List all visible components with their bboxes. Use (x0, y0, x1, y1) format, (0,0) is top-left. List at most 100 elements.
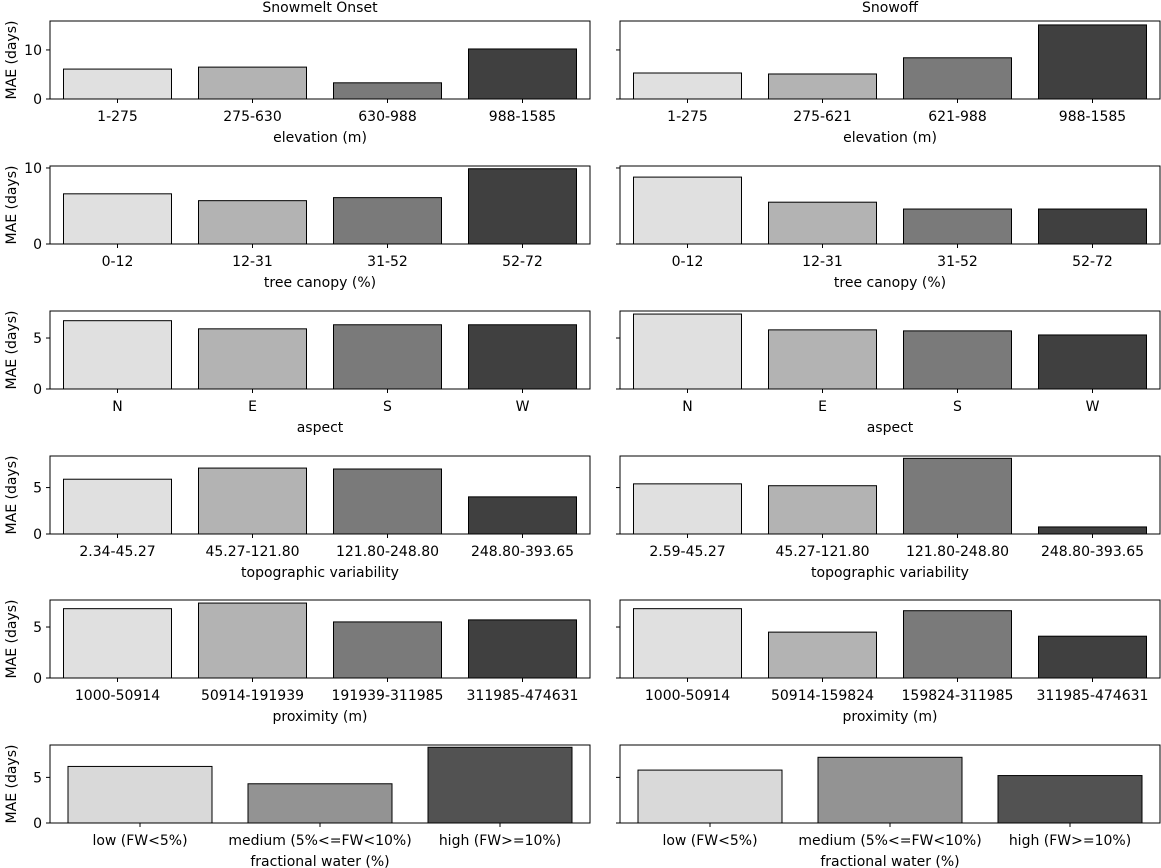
y-tick-label: 10 (24, 161, 42, 177)
y-tick-label: 5 (33, 620, 42, 636)
bar (903, 457, 1012, 535)
x-tick-label: 311985-474631 (467, 688, 579, 704)
y-axis-label: MAE (days) (4, 21, 20, 100)
x-tick-label: 50914-159824 (771, 688, 874, 704)
x-tick-label: W (516, 399, 530, 415)
y-axis-label: MAE (days) (4, 456, 20, 535)
x-axis-label: topographic variability (811, 565, 969, 581)
bar (333, 468, 442, 535)
subplot-9: 1000-50914 50914-191939 191939-311985 31198… (4, 599, 591, 725)
bar (633, 608, 742, 679)
bar (63, 608, 172, 679)
axes-frame (619, 20, 1161, 100)
x-tick-label: 159824-311985 (902, 688, 1014, 704)
subplot-10: 1000-50914 50914-159824 159824-311985 31198… (616, 599, 1161, 725)
x-tick-label: 0-12 (672, 254, 704, 270)
x-tick-label: 121.80-248.80 (906, 544, 1009, 560)
x-axis-label: topographic variability (241, 565, 399, 581)
bar (817, 756, 963, 824)
subplot-7: 2.34-45.27 45.27-121.80 121.80-248.80 248.8… (4, 455, 591, 581)
y-axis-label: MAE (days) (4, 745, 20, 824)
bar (1038, 635, 1147, 679)
bar (903, 330, 1012, 390)
y-tick-label: 0 (33, 382, 42, 398)
x-tick-label: S (953, 399, 962, 415)
y-axis-label: MAE (days) (4, 311, 20, 390)
bar (768, 631, 877, 679)
bar (768, 73, 877, 100)
y-tick-label: 0 (33, 237, 42, 253)
bar (67, 765, 213, 824)
x-axis-label: elevation (m) (843, 130, 937, 146)
axes-frame (49, 744, 591, 824)
bar (198, 602, 307, 679)
x-tick-label: high (FW>=10%) (1009, 833, 1131, 849)
x-tick-label: 988-1585 (489, 109, 556, 125)
x-tick-label: S (383, 399, 392, 415)
axes-frame (49, 310, 591, 390)
x-tick-label: 2.59-45.27 (649, 544, 725, 560)
bar (333, 82, 442, 100)
bar (633, 483, 742, 535)
x-tick-label: 275-630 (223, 109, 282, 125)
y-axis-label: MAE (days) (4, 600, 20, 679)
bar (903, 610, 1012, 679)
x-tick-label: 1-275 (667, 109, 708, 125)
subplot-8: 2.59-45.27 45.27-121.80 121.80-248.80 248.8… (616, 455, 1161, 581)
x-tick-label: 45.27-121.80 (205, 544, 299, 560)
x-axis-label: proximity (m) (843, 709, 938, 725)
bar (768, 201, 877, 245)
bar (333, 324, 442, 390)
bar (468, 619, 577, 679)
y-tick-label: 0 (33, 816, 42, 832)
axes-frame (619, 165, 1161, 245)
y-tick-label: 5 (33, 770, 42, 786)
x-tick-label: 988-1585 (1059, 109, 1126, 125)
x-tick-label: high (FW>=10%) (439, 833, 561, 849)
bar (198, 328, 307, 390)
x-axis-label: fractional water (%) (820, 854, 959, 868)
x-tick-label: 2.34-45.27 (79, 544, 155, 560)
x-tick-label: 248.80-393.65 (471, 544, 574, 560)
x-axis-label: tree canopy (%) (264, 275, 376, 291)
bar (1038, 526, 1147, 535)
bar (63, 478, 172, 535)
y-tick-label: 0 (33, 671, 42, 687)
x-tick-label: 45.27-121.80 (775, 544, 869, 560)
bar (468, 324, 577, 390)
subplot-2: 1-275 275-621 621-988 988-1585 elevation (m)… (616, 0, 1161, 146)
x-tick-label: 1-275 (97, 109, 138, 125)
bar (633, 313, 742, 390)
axes-frame (49, 599, 591, 679)
x-tick-label: 0-12 (102, 254, 134, 270)
x-axis-label: fractional water (%) (250, 854, 389, 868)
subplot-title: Snowoff (862, 0, 918, 16)
bar (333, 197, 442, 245)
bar (333, 621, 442, 679)
x-tick-label: 191939-311985 (332, 688, 444, 704)
bar (1038, 334, 1147, 390)
x-tick-label: 52-72 (502, 254, 543, 270)
x-tick-label: 121.80-248.80 (336, 544, 439, 560)
y-tick-label: 0 (33, 527, 42, 543)
x-tick-label: 275-621 (793, 109, 852, 125)
y-tick-label: 5 (33, 481, 42, 497)
y-tick-label: 10 (24, 43, 42, 59)
bar (468, 168, 577, 245)
x-axis-label: tree canopy (%) (834, 275, 946, 291)
x-axis-label: aspect (867, 420, 914, 436)
axes-frame (619, 455, 1161, 535)
bar (427, 746, 573, 824)
bar (633, 72, 742, 100)
x-axis-label: proximity (m) (273, 709, 368, 725)
x-tick-label: 248.80-393.65 (1041, 544, 1144, 560)
bar (903, 208, 1012, 245)
x-tick-label: E (248, 399, 257, 415)
bar (997, 775, 1143, 824)
subplot-1: 1-275 275-630 630-988 988-1585 0 10 elevation … (4, 0, 591, 146)
bar (637, 769, 783, 824)
axes-frame (49, 165, 591, 245)
x-tick-label: 621-988 (928, 109, 987, 125)
x-tick-label: 1000-50914 (75, 688, 160, 704)
